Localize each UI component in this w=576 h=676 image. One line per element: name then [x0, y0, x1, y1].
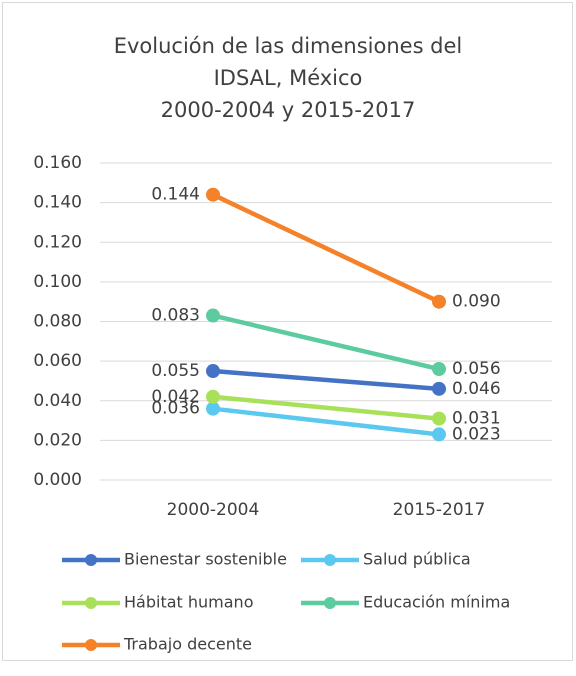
legend-marker: [324, 597, 336, 609]
series-line: [212, 313, 440, 372]
series-line: [212, 192, 440, 304]
data-point: [432, 381, 446, 396]
data-label: 0.055: [151, 361, 200, 381]
y-tick-label: 0.160: [33, 153, 82, 173]
data-point: [432, 362, 446, 377]
data-label: 0.031: [452, 409, 501, 429]
chart-title: IDSAL, México: [214, 66, 363, 90]
series-line: [212, 406, 440, 437]
data-label: 0.023: [452, 424, 501, 444]
legend-label: Hábitat humano: [124, 593, 253, 612]
legend-marker: [85, 597, 97, 609]
legend-marker: [324, 554, 336, 566]
data-point: [432, 427, 446, 442]
data-point: [206, 187, 220, 202]
y-tick-label: 0.040: [33, 391, 82, 411]
y-tick-label: 0.000: [33, 470, 82, 490]
data-point: [432, 411, 446, 426]
data-point: [206, 308, 220, 323]
legend-label: Salud pública: [363, 550, 471, 569]
data-point: [206, 401, 220, 416]
y-tick-label: 0.080: [33, 312, 82, 332]
chart-title: Evolución de las dimensiones del: [114, 34, 463, 58]
data-point: [206, 389, 220, 404]
y-tick-label: 0.060: [33, 351, 82, 371]
data-point: [432, 294, 446, 309]
data-label: 0.056: [452, 359, 501, 379]
legend-label: Bienestar sostenible: [124, 550, 287, 569]
legend-label: Educación mínima: [363, 593, 510, 612]
y-tick-label: 0.100: [33, 272, 82, 292]
data-point: [206, 364, 220, 379]
data-label: 0.042: [151, 387, 200, 407]
legend-marker: [85, 554, 97, 566]
series-line: [212, 394, 440, 421]
x-tick-label: 2000-2004: [167, 500, 260, 520]
legend-marker: [85, 639, 97, 651]
series-line: [212, 368, 440, 392]
y-tick-label: 0.020: [33, 430, 82, 450]
data-label: 0.090: [452, 292, 501, 312]
data-label: 0.083: [151, 306, 200, 326]
legend-label: Trabajo decente: [123, 635, 252, 654]
data-label: 0.036: [151, 399, 200, 419]
data-label: 0.046: [452, 379, 501, 399]
data-label: 0.144: [151, 185, 200, 205]
x-tick-label: 2015-2017: [393, 500, 486, 520]
y-tick-label: 0.140: [33, 193, 82, 213]
y-tick-label: 0.120: [33, 232, 82, 252]
chart-title: 2000-2004 y 2015-2017: [161, 98, 416, 122]
